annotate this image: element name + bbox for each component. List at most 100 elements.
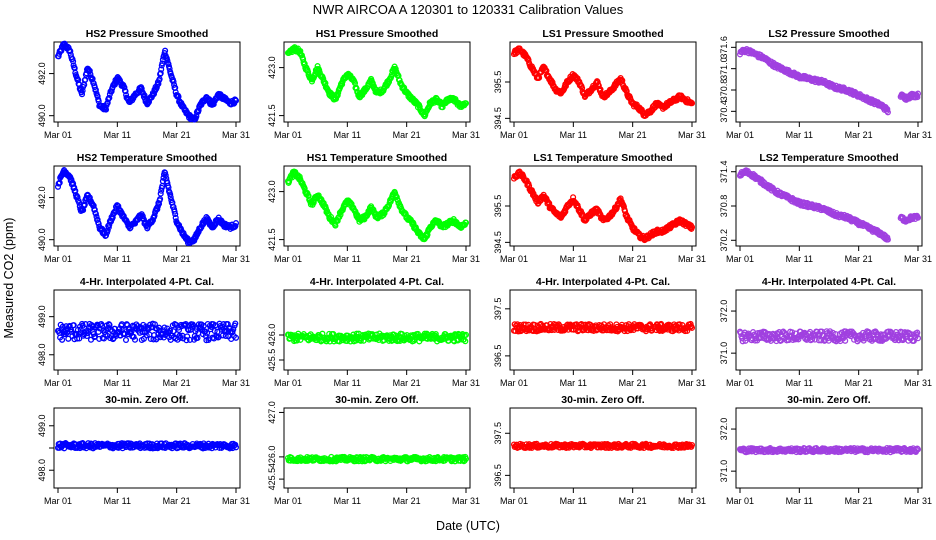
y-tick-label: 370.4 xyxy=(719,100,729,123)
data-point xyxy=(82,321,89,328)
x-tick-label: Mar 01 xyxy=(44,378,72,388)
data-point xyxy=(161,324,168,331)
data-point xyxy=(688,224,696,231)
data-point xyxy=(186,336,194,343)
y-tick-label: 423.0 xyxy=(267,56,277,79)
figure-title: NWR AIRCOA A 120301 to 120331 Calibratio… xyxy=(313,2,624,17)
x-tick-label: Mar 21 xyxy=(393,130,421,140)
chart-panel-15: 30-min. Zero Off.Mar 01 Mar 11 Mar 21 Mar 3… xyxy=(493,394,706,506)
panel-title: 30-min. Zero Off. xyxy=(105,394,189,406)
y-tick-label: 370.2 xyxy=(719,229,729,252)
x-tick-label: Mar 21 xyxy=(163,496,191,506)
y-tick-label: 395.5 xyxy=(493,195,503,218)
y-tick-label: 371.0 xyxy=(719,342,729,365)
data-point xyxy=(170,78,177,85)
data-point xyxy=(462,100,470,107)
data-point xyxy=(65,335,72,342)
data-series xyxy=(284,168,470,243)
data-point xyxy=(59,323,66,330)
x-tick-label: Mar 21 xyxy=(619,378,647,388)
y-tick-label: 427.0 xyxy=(267,401,277,424)
x-tick-label: Mar 01 xyxy=(726,496,754,506)
data-point xyxy=(172,211,179,218)
data-point xyxy=(914,90,922,97)
data-point xyxy=(158,66,165,73)
data-point xyxy=(914,335,922,342)
data-point xyxy=(171,208,178,215)
y-tick-label: 421.5 xyxy=(267,104,277,127)
data-point xyxy=(131,336,139,343)
plot-frame xyxy=(735,289,923,371)
data-series xyxy=(54,167,240,247)
x-tick-label: Mar 11 xyxy=(334,378,361,388)
data-point xyxy=(159,60,166,67)
x-tick-label: Mar 21 xyxy=(619,130,647,140)
panel-title: HS1 Temperature Smoothed xyxy=(307,152,447,164)
x-tick-label: Mar 31 xyxy=(222,378,250,388)
x-tick-label: Mar 01 xyxy=(44,254,72,264)
x-tick-label: Mar 01 xyxy=(274,378,302,388)
data-series xyxy=(284,453,470,465)
y-tick-label: 371.0 xyxy=(719,460,729,483)
y-tick-label: 490.0 xyxy=(37,104,47,127)
x-axis-label: Date (UTC) xyxy=(436,519,500,533)
data-point xyxy=(170,328,177,335)
plot-frame xyxy=(509,41,697,123)
data-point xyxy=(167,194,174,201)
x-tick-label: Mar 11 xyxy=(104,130,131,140)
plot-frame xyxy=(53,41,241,123)
y-tick-label: 499.0 xyxy=(37,305,47,328)
y-tick-label: 492.0 xyxy=(37,62,47,85)
x-tick-label: Mar 21 xyxy=(163,130,191,140)
data-point xyxy=(688,100,696,107)
x-tick-label: Mar 31 xyxy=(904,496,932,506)
data-point xyxy=(619,77,626,84)
chart-panel-16: 30-min. Zero Off.Mar 01 Mar 11 Mar 21 Mar 3… xyxy=(719,394,932,506)
data-point xyxy=(512,327,519,335)
plot-frame xyxy=(509,289,697,371)
panel-title: 30-min. Zero Off. xyxy=(335,394,419,406)
x-tick-label: Mar 31 xyxy=(222,254,250,264)
data-point xyxy=(884,109,891,116)
data-point xyxy=(462,338,469,345)
data-series xyxy=(736,167,922,243)
x-tick-label: Mar 01 xyxy=(726,130,754,140)
chart-panel-9: 4-Hr. Interpolated 4-Pt. Cal.Mar 01 Mar 1… xyxy=(37,276,250,388)
data-point xyxy=(739,338,746,345)
data-point xyxy=(154,334,161,341)
chart-panel-14: 30-min. Zero Off.Mar 01 Mar 11 Mar 21 Mar 3… xyxy=(267,394,480,506)
chart-panel-11: 4-Hr. Interpolated 4-Pt. Cal.Mar 01 Mar 1… xyxy=(493,276,706,388)
x-tick-label: Mar 01 xyxy=(500,254,528,264)
data-point xyxy=(154,206,161,213)
y-tick-label: 397.5 xyxy=(493,422,503,445)
x-tick-label: Mar 31 xyxy=(222,496,250,506)
data-point xyxy=(369,80,376,87)
y-tick-label: 426.0 xyxy=(267,324,277,347)
y-tick-label: 372.0 xyxy=(719,300,729,323)
data-series xyxy=(510,440,696,452)
data-point xyxy=(87,71,94,78)
panel-title: 30-min. Zero Off. xyxy=(787,394,871,406)
plot-frame xyxy=(283,289,471,371)
x-tick-label: Mar 01 xyxy=(274,254,302,264)
data-point xyxy=(393,193,400,201)
plot-frame xyxy=(283,407,471,489)
data-point xyxy=(914,94,921,101)
data-series xyxy=(736,328,922,345)
y-tick-label: 426.0 xyxy=(267,446,277,469)
data-point xyxy=(67,48,74,55)
data-point xyxy=(232,334,240,341)
data-point xyxy=(286,178,293,185)
plot-frame xyxy=(283,165,471,247)
y-tick-label: 395.5 xyxy=(493,71,503,94)
data-point xyxy=(884,106,891,113)
data-point xyxy=(93,213,100,220)
data-point xyxy=(531,321,538,328)
y-tick-label: 372.0 xyxy=(719,418,729,441)
x-tick-label: Mar 11 xyxy=(560,378,587,388)
data-point xyxy=(575,327,582,334)
